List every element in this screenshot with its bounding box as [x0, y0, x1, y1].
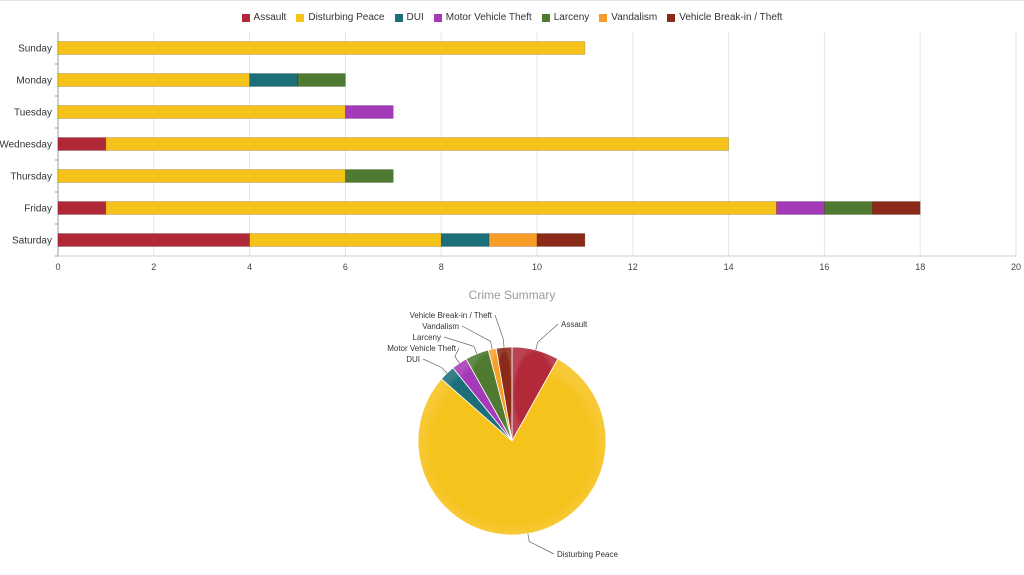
pie-label-motor-vehicle-theft: Motor Vehicle Theft — [387, 344, 457, 353]
legend-swatch — [599, 13, 608, 22]
category-label: Monday — [16, 76, 52, 87]
x-tick-label: 10 — [532, 262, 542, 272]
legend-item-assault[interactable]: Assault — [241, 12, 287, 23]
stacked-bar-chart: 0 2 4 6 8 10 12 14 16 18 20 Sunday Monday Tuesday Wedn… — [0, 32, 1021, 272]
top-divider — [0, 0, 1024, 1]
category-label: Wednesday — [0, 140, 52, 151]
legend-label: Assault — [253, 12, 287, 23]
pie-leader-line — [535, 323, 559, 351]
legend-swatch — [667, 13, 676, 22]
category-label: Saturday — [12, 236, 52, 247]
legend-swatch — [241, 13, 250, 22]
x-tick-label: 0 — [55, 262, 60, 272]
legend-item-disturbing-peace[interactable]: Disturbing Peace — [296, 12, 385, 23]
legend-label: Motor Vehicle Theft — [445, 12, 532, 23]
legend-label: DUI — [406, 12, 424, 23]
x-tick-label: 8 — [439, 262, 444, 272]
pie-label-vandalism: Vandalism — [422, 322, 459, 331]
pie-label-vehicle-break-in-theft: Vehicle Break-in / Theft — [409, 311, 492, 320]
legend-label: Vandalism — [611, 12, 658, 23]
pie-label-larceny: Larceny — [413, 333, 441, 342]
legend-label: Larceny — [553, 12, 590, 23]
pie-leader-line — [422, 358, 448, 374]
legend-item-motor-vehicle-theft[interactable]: Motor Vehicle Theft — [433, 12, 532, 23]
pie-leader-line — [461, 325, 493, 350]
legend-label: Vehicle Break-in / Theft — [679, 12, 783, 23]
x-tick-label: 2 — [151, 262, 156, 272]
pie-leader-line — [454, 347, 460, 364]
bar-segment-larceny[interactable] — [297, 73, 346, 87]
pie-leader-line — [494, 314, 505, 348]
legend-swatch — [433, 13, 442, 22]
bar-segment-motor-vehicle-theft[interactable] — [345, 105, 394, 119]
bar-segment-disturbing-peace[interactable] — [57, 41, 586, 55]
x-tick-label: 20 — [1011, 262, 1021, 272]
pie-leader-line — [527, 533, 555, 555]
bar-segment-vehicle-break-in-theft[interactable] — [871, 201, 921, 215]
category-label: Sunday — [18, 44, 52, 55]
chart-legend: Assault Disturbing Peace DUI Motor Vehicle … — [0, 12, 1024, 23]
bar-segment-vehicle-break-in-theft[interactable] — [536, 233, 586, 247]
legend-swatch — [296, 13, 305, 22]
legend-swatch — [541, 13, 550, 22]
category-label: Tuesday — [14, 108, 52, 119]
x-tick-label: 18 — [915, 262, 925, 272]
bar-segment-disturbing-peace[interactable] — [105, 137, 729, 151]
legend-item-vandalism[interactable]: Vandalism — [599, 12, 657, 23]
bar-segment-larceny[interactable] — [345, 169, 394, 183]
x-tick-label: 12 — [628, 262, 638, 272]
legend-item-dui[interactable]: DUI — [394, 12, 424, 23]
category-label: Friday — [24, 204, 52, 215]
pie-label-disturbing-peace: Disturbing Peace — [557, 550, 618, 559]
pie-label-dui: DUI — [406, 355, 420, 364]
x-tick-label: 14 — [724, 262, 734, 272]
pie-chart-title: Crime Summary — [468, 288, 556, 302]
legend-label: Disturbing Peace — [308, 12, 385, 23]
x-tick-label: 16 — [819, 262, 829, 272]
pie-label-assault: Assault — [561, 320, 588, 329]
legend-item-vehicle-break-in-theft[interactable]: Vehicle Break-in / Theft — [667, 12, 782, 23]
x-tick-label: 4 — [247, 262, 252, 272]
x-tick-label: 6 — [343, 262, 348, 272]
pie-leader-line — [443, 336, 478, 354]
category-label: Thursday — [10, 172, 52, 183]
legend-item-larceny[interactable]: Larceny — [541, 12, 590, 23]
legend-swatch — [394, 13, 403, 22]
